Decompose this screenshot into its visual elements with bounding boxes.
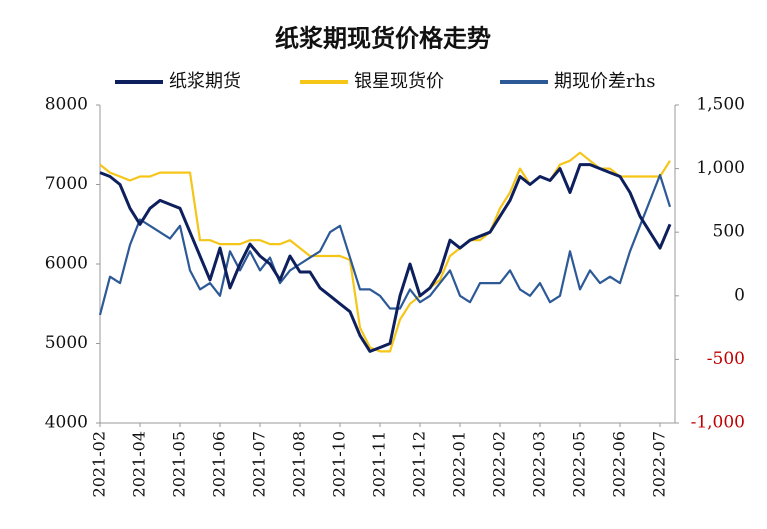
y2-tick-label: 0	[734, 285, 745, 305]
legend-label: 银星现货价	[354, 71, 444, 92]
x-tick-label: 2022-02	[490, 431, 509, 497]
x-tick-label: 2021-08	[290, 431, 309, 497]
x-tick-label: 2021-06	[210, 431, 229, 497]
x-tick-label: 2021-02	[90, 431, 109, 497]
y2-tick-label: 1,500	[696, 95, 745, 115]
x-tick-label: 2022-01	[450, 431, 469, 497]
x-tick-label: 2022-05	[570, 431, 589, 497]
x-tick-label: 2021-04	[130, 431, 149, 497]
x-tick-label: 2021-11	[370, 431, 389, 497]
y-tick-label: 8000	[45, 95, 88, 115]
chart-title: 纸浆期现货价格走势	[275, 24, 491, 53]
y-tick-label: 4000	[45, 413, 88, 433]
x-tick-label: 2021-07	[250, 431, 269, 497]
series-line	[99, 163, 672, 353]
x-tick-label: 2021-12	[410, 431, 429, 497]
y2-tick-label: -1,000	[691, 413, 745, 433]
x-tick-label: 2022-03	[530, 431, 549, 497]
x-tick-label: 2022-07	[650, 431, 669, 497]
series-line	[98, 173, 672, 316]
y2-tick-label: 1,000	[696, 158, 745, 178]
x-tick-label: 2021-10	[330, 431, 349, 497]
legend-label: 纸浆期货	[169, 71, 241, 92]
series-line	[99, 151, 671, 353]
y-tick-label: 5000	[45, 333, 88, 353]
y-tick-label: 7000	[45, 174, 88, 194]
y2-tick-label: -500	[707, 349, 745, 369]
x-tick-label: 2021-05	[170, 431, 189, 497]
y-tick-label: 6000	[45, 254, 88, 274]
legend-label: 期现价差rhs	[554, 71, 655, 92]
y2-tick-label: 500	[713, 222, 745, 242]
x-tick-label: 2022-06	[610, 431, 629, 497]
